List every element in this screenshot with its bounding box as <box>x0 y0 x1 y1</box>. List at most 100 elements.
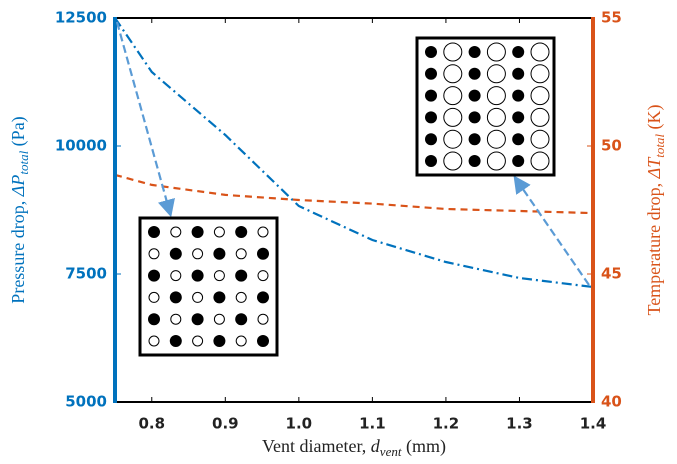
x-tick-label: 1.2 <box>433 415 460 433</box>
inset-hole <box>191 313 204 326</box>
inset-hole <box>169 335 182 347</box>
inset-hole <box>486 107 506 127</box>
inset-hole <box>425 111 437 124</box>
inset-hole <box>443 107 463 127</box>
y-tick-label: 10000 <box>55 137 107 155</box>
inset-hole <box>235 291 247 303</box>
inset-hole <box>486 151 506 171</box>
inset-hole <box>213 313 225 325</box>
inset-hole <box>148 248 160 260</box>
y-tick-label: 12500 <box>55 9 107 27</box>
inset-hole <box>443 151 463 171</box>
y-tick-label: 5000 <box>65 393 107 411</box>
inset-hole <box>486 64 506 84</box>
arrow <box>513 175 590 286</box>
inset-hole <box>512 133 525 146</box>
inset-hole <box>235 226 248 238</box>
inset-hole <box>468 89 481 102</box>
inset-hole <box>169 247 182 260</box>
inset-hole <box>468 111 481 124</box>
inset-hole <box>530 64 550 84</box>
inset-hole <box>425 46 437 58</box>
inset-hole <box>257 291 269 304</box>
inset-hole <box>512 46 525 58</box>
inset-hole <box>192 291 204 303</box>
inset-hole <box>191 226 204 238</box>
inset-hole <box>213 226 225 238</box>
inset-hole <box>443 86 463 106</box>
inset-hole <box>530 151 550 171</box>
inset-hole <box>235 269 248 282</box>
inset-hole <box>148 313 160 326</box>
y2-tick-label: 45 <box>601 265 622 283</box>
label-subscript: total <box>16 150 31 174</box>
inset-hole <box>257 313 269 325</box>
series-line <box>114 173 594 215</box>
label-symbol: d <box>371 436 381 456</box>
inset-hole <box>443 42 463 62</box>
inset-hole <box>468 133 481 146</box>
inset-hole <box>213 335 226 347</box>
inset-hole <box>425 155 437 167</box>
label-text: Pressure drop, <box>8 196 28 303</box>
inset-hole <box>486 129 506 149</box>
inset-hole <box>425 133 437 146</box>
y2-tick-label: 55 <box>601 9 622 27</box>
inset-hole <box>213 247 226 260</box>
inset-hole <box>148 335 160 347</box>
y2-tick-label: 50 <box>601 137 622 155</box>
inset-hole <box>192 335 204 347</box>
inset-hole <box>235 313 248 326</box>
inset-hole <box>148 291 160 303</box>
inset-hole <box>257 335 269 347</box>
inset-hole <box>148 226 160 238</box>
inset-hole <box>148 269 160 282</box>
label-symbol: ΔT <box>644 156 664 180</box>
inset-hole <box>170 270 182 282</box>
inset-hole <box>443 129 463 149</box>
inset-hole <box>512 89 525 102</box>
x-tick-label: 1.4 <box>580 415 607 433</box>
x-tick-label: 1.0 <box>286 415 313 433</box>
inset-hole <box>235 335 247 347</box>
y2-tick-label: 40 <box>601 393 622 411</box>
arrow <box>115 21 175 218</box>
inset-hole <box>486 42 506 62</box>
label-unit: (Pa) <box>8 116 29 151</box>
inset-hole <box>257 270 269 282</box>
inset-hole <box>191 269 204 282</box>
inset-hole <box>169 291 182 304</box>
label-text: Temperature drop, <box>644 178 664 315</box>
label-symbol: ΔP <box>8 175 28 198</box>
inset-hole <box>213 270 225 282</box>
inset-hole <box>170 226 182 238</box>
y2-axis-label: Temperature drop, ΔTtotal (K) <box>644 104 667 315</box>
x-tick-label: 0.9 <box>212 415 239 433</box>
inset-frame <box>138 216 279 357</box>
inset-hole <box>425 67 437 80</box>
inset-hole <box>512 155 525 167</box>
inset-hole <box>468 67 481 80</box>
y-axis-label: Pressure drop, ΔPtotal (Pa) <box>8 116 31 303</box>
inset-hole <box>192 248 204 260</box>
inset-hole <box>235 248 247 260</box>
x-axis-label: Vent diameter, dvent (mm) <box>262 436 446 459</box>
x-tick-label: 0.8 <box>138 415 165 433</box>
y-tick-label: 7500 <box>65 265 107 283</box>
inset-hole <box>512 67 525 80</box>
inset-hole <box>530 42 550 62</box>
inset-hole <box>486 86 506 106</box>
label-text: Vent diameter, <box>262 436 371 456</box>
x-tick-label: 1.1 <box>359 415 386 433</box>
inset-hole <box>257 226 269 238</box>
label-subscript: vent <box>380 444 402 459</box>
inset-hole <box>530 86 550 106</box>
label-subscript: total <box>652 134 667 158</box>
inset-hole <box>512 111 525 124</box>
inset-hole <box>468 46 481 58</box>
inset-frame <box>415 36 556 177</box>
inset-hole <box>257 247 269 260</box>
series-line <box>114 17 594 289</box>
inset-hole <box>425 89 437 102</box>
